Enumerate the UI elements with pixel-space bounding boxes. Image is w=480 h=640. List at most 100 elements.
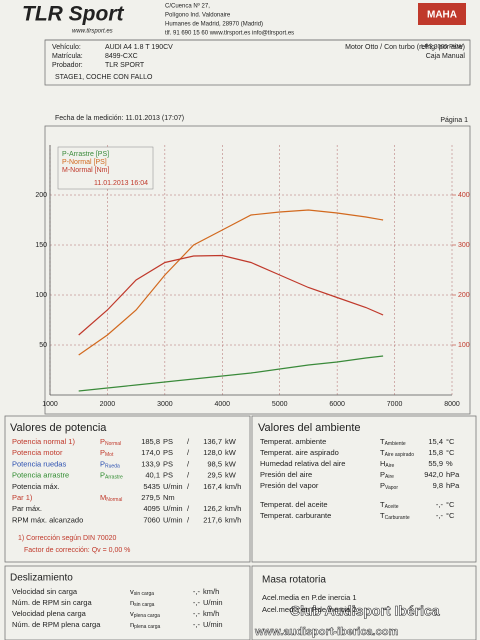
brand: TLR Sport bbox=[22, 3, 124, 26]
row-value: 55,9 bbox=[428, 459, 443, 468]
symbol-main: H bbox=[380, 459, 385, 468]
row-value: U/min bbox=[203, 598, 223, 607]
row-symbol: vsin carga bbox=[130, 587, 154, 597]
row-symbol: nsin carga bbox=[130, 598, 155, 608]
row-value: U/min bbox=[163, 504, 183, 513]
symbol-sub: Ambiente bbox=[385, 441, 406, 447]
row-label: Par máx. bbox=[12, 504, 42, 513]
series-line bbox=[78, 254, 384, 336]
row-value: km/h bbox=[225, 482, 241, 491]
row-value: °C bbox=[446, 500, 455, 509]
footnote: Factor de corrección: Qv = 0,00 % bbox=[24, 547, 130, 554]
row-symbol: nplena carga bbox=[130, 620, 161, 630]
row-label: Acel.media en P.de inercia 2 bbox=[262, 605, 357, 614]
row-value: PS bbox=[163, 448, 173, 457]
y2-tick-label: 200 bbox=[458, 292, 470, 299]
symbol-main: P bbox=[380, 481, 385, 490]
engine: Motor Otto / Con turbo (refrig. por aire… bbox=[345, 44, 465, 51]
x-tick-label: 6000 bbox=[329, 401, 345, 408]
symbol-main: T bbox=[380, 500, 385, 509]
maker-logo bbox=[418, 3, 466, 25]
symbol-sub: Aceite bbox=[385, 504, 399, 510]
row-value: U/min bbox=[163, 515, 183, 524]
row-value: hPa bbox=[446, 481, 460, 490]
row-value: 98,5 bbox=[207, 459, 222, 468]
row-value: kW bbox=[225, 448, 237, 457]
row-value: / bbox=[187, 471, 190, 480]
row-value: / bbox=[187, 504, 190, 513]
row-value: 29,5 bbox=[207, 471, 222, 480]
row-value: -,- bbox=[193, 587, 201, 596]
row-label: Núm. de RPM plena carga bbox=[12, 620, 101, 629]
x-tick-label: 1000 bbox=[42, 401, 58, 408]
row-value: °C bbox=[446, 437, 455, 446]
row-label: Humedad relativa del aire bbox=[260, 459, 345, 468]
row-value: 4095 bbox=[143, 504, 160, 513]
maker: MAHA bbox=[427, 10, 457, 21]
row-symbol: PRueda bbox=[100, 459, 120, 469]
page-number: Página 1 bbox=[440, 117, 468, 124]
row-symbol: PVapor bbox=[380, 481, 398, 491]
watermark-url: www.audisport-iberica.com bbox=[254, 626, 398, 638]
power-box bbox=[4, 415, 251, 563]
legend-entry: M-Normal [Nm] bbox=[62, 167, 109, 174]
symbol-sub: Normal bbox=[105, 441, 121, 447]
row-value: kW bbox=[225, 459, 237, 468]
symbol-sub: sin carga bbox=[134, 591, 155, 597]
row-value: U/min bbox=[203, 620, 223, 629]
symbol-main: T bbox=[380, 511, 385, 520]
symbol-sub: plena carga bbox=[134, 624, 160, 630]
vehicle-label: Probador: bbox=[52, 62, 83, 69]
row-label: Temperat. ambiente bbox=[260, 437, 326, 446]
vehicle-value: AUDI A4 1.8 T 190CV bbox=[105, 44, 173, 51]
symbol-sub: Vapor bbox=[385, 485, 398, 491]
row-value: kW bbox=[225, 437, 237, 446]
row-value: PS bbox=[163, 471, 173, 480]
y-tick-label: 150 bbox=[35, 242, 47, 249]
row-label: Potencia motor bbox=[12, 448, 63, 457]
measure-date: Fecha de la medición: 11.01.2013 (17:07) bbox=[55, 115, 184, 122]
row-value: -,- bbox=[193, 598, 201, 607]
row-value: 128,0 bbox=[203, 448, 222, 457]
address-line: tlf. 91 690 15 60 www.tlrsport.es info@t… bbox=[165, 31, 294, 37]
y2-tick-label: 300 bbox=[458, 242, 470, 249]
row-value: / bbox=[187, 448, 190, 457]
footnote: 1) Corrección según DIN 70020 bbox=[18, 535, 117, 542]
row-symbol: TAmbiente bbox=[380, 437, 406, 447]
row-value: -,- bbox=[436, 511, 444, 520]
symbol-main: P bbox=[100, 448, 105, 457]
y2-tick-label: 400 bbox=[458, 192, 470, 199]
vehicle-box bbox=[44, 39, 471, 86]
address-line: C/Cuenca Nº 27, bbox=[165, 3, 210, 10]
row-value: 7060 bbox=[143, 515, 160, 524]
symbol-sub: Aire bbox=[385, 463, 394, 469]
watermark: Club Audisport Ibérica bbox=[290, 603, 440, 619]
row-label: Presión del vapor bbox=[260, 481, 319, 490]
x-tick-label: 4000 bbox=[214, 401, 230, 408]
symbol-sub: Mot bbox=[105, 453, 114, 459]
row-label: Velocidad plena carga bbox=[12, 609, 87, 618]
x-tick-label: 5000 bbox=[272, 401, 288, 408]
row-value: 126,2 bbox=[203, 504, 222, 513]
y-tick-label: 50 bbox=[39, 342, 47, 349]
row-symbol: PMot bbox=[100, 448, 114, 458]
address-line: Polígono Ind. Valdonaire bbox=[165, 13, 231, 19]
row-symbol: TAceite bbox=[380, 500, 399, 510]
slip-box bbox=[4, 565, 251, 640]
row-value: -,- bbox=[193, 609, 201, 618]
row-value: -,- bbox=[193, 620, 201, 629]
symbol-main: n bbox=[130, 620, 134, 629]
note: STAGE1, COCHE CON FALLO bbox=[55, 74, 153, 81]
section-title: Masa rotatoria bbox=[262, 575, 326, 586]
gearbox: Caja Manual bbox=[426, 53, 466, 60]
row-value: km/h bbox=[225, 504, 241, 513]
row-value: 136,7 bbox=[203, 437, 222, 446]
symbol-sub: plena carga bbox=[134, 613, 160, 619]
row-symbol: MNormal bbox=[100, 493, 122, 503]
x-tick-label: 8000 bbox=[444, 401, 460, 408]
row-value: km/h bbox=[225, 515, 241, 524]
row-value: kW bbox=[225, 471, 237, 480]
row-value: PS bbox=[163, 459, 173, 468]
vehicle-value: 8499-CXC bbox=[105, 53, 138, 60]
symbol-main: v bbox=[130, 609, 134, 618]
